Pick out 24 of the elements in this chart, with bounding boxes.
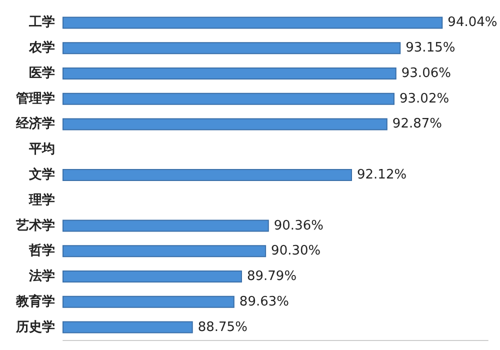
y-tick-label: 工学 [28,15,55,30]
y-tick-label: 经济学 [15,116,55,132]
y-tick-label: 平均 [28,142,55,158]
data-label: 93.02% [400,91,450,106]
y-tick-label: 医学 [29,66,55,81]
data-label: 92.87% [392,116,442,132]
data-label: 93.06% [401,66,451,81]
y-tick-label: 历史学 [15,320,55,335]
y-tick-label: 文学 [28,166,55,182]
data-label: 89.63% [239,294,289,310]
y-tick-label: 艺术学 [15,218,55,234]
data-label: 88.75% [198,320,248,335]
data-label: 90.30% [271,244,321,259]
y-tick-label: 管理学 [15,91,55,106]
y-tick-label: 哲学 [28,242,55,259]
y-tick-label: 农学 [28,40,55,56]
y-tick-label: 教育学 [15,293,55,310]
data-label: 94.04% [448,15,498,30]
data-label: 93.15% [406,40,456,56]
data-label: 90.36% [274,218,324,234]
data-label: 92.12% [357,168,407,182]
data-label: 89.79% [246,269,297,284]
y-tick-label: 法学 [28,269,55,284]
y-tick-label: 理学 [28,192,55,208]
